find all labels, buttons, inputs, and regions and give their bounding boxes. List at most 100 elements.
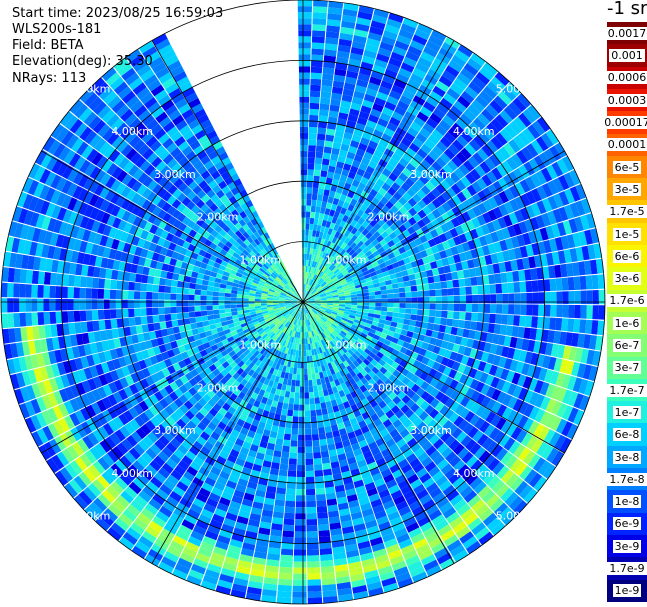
data-cell [246,320,253,326]
data-cell [301,187,307,194]
data-cell [225,316,233,321]
data-cell [92,460,106,475]
data-cell [41,216,51,230]
data-cell [315,322,320,328]
data-cell [50,189,61,205]
data-cell [347,555,361,564]
data-cell [259,472,270,480]
data-cell [444,175,456,187]
data-cell [414,407,425,417]
data-cell [284,512,295,520]
data-cell [58,388,69,403]
data-cell [261,333,268,340]
data-cell [327,303,334,306]
data-cell [305,434,312,441]
data-cell [207,471,219,482]
data-cell [508,293,515,304]
data-cell [209,519,223,529]
data-cell [269,431,278,439]
data-cell [234,521,248,531]
data-cell [272,511,284,519]
data-cell [305,229,309,236]
data-cell [323,351,328,359]
data-cell [224,267,232,274]
data-cell [241,274,248,280]
data-cell [406,330,414,338]
data-cell [289,452,298,459]
data-cell [373,282,380,288]
data-cell [323,323,329,329]
data-cell [135,273,143,283]
data-cell [416,111,429,123]
data-cell [287,470,297,477]
data-cell [412,332,420,340]
data-cell [443,92,457,105]
data-cell [298,410,305,417]
data-cell [304,307,307,314]
data-cell [446,318,453,327]
data-cell [312,18,327,26]
data-cell [211,487,223,497]
data-cell [340,242,347,250]
data-cell [243,349,251,356]
data-cell [432,145,444,157]
data-cell [20,224,30,240]
data-cell [140,308,147,317]
data-cell [501,283,509,294]
data-cell [255,291,262,295]
data-cell [473,481,487,495]
data-cell [305,344,309,351]
data-cell [97,426,109,439]
data-cell [397,390,407,400]
data-cell [230,308,238,312]
data-cell [519,281,527,293]
data-cell [431,423,443,434]
data-cell [61,286,68,299]
data-cell [428,509,442,521]
data-cell [314,397,321,404]
data-cell [261,509,273,518]
data-cell [348,355,356,363]
data-cell [284,372,289,379]
data-cell [348,283,355,288]
data-cell [312,187,319,195]
data-cell [477,361,487,372]
data-cell [498,356,507,368]
data-cell [214,481,226,492]
data-cell [340,520,353,529]
data-cell [299,120,309,127]
data-cell [214,277,222,284]
data-cell [351,251,358,259]
data-cell [394,147,405,158]
data-cell [293,567,307,574]
data-cell [361,558,376,568]
data-cell [367,408,376,417]
data-cell [329,242,335,249]
data-cell [346,265,353,271]
data-cell [309,114,319,122]
data-cell [323,226,330,234]
data-cell [241,337,249,344]
data-cell [358,335,366,342]
data-cell [597,274,605,289]
data-cell [355,414,364,423]
data-cell [202,274,210,281]
data-cell [123,398,134,410]
data-cell [31,298,38,312]
data-cell [264,327,271,334]
data-cell [227,434,237,444]
data-cell [206,290,213,296]
data-cell [353,154,363,163]
data-cell [19,269,27,284]
data-cell [453,311,460,320]
data-cell [541,212,551,227]
data-cell [434,172,445,184]
data-cell [164,384,174,395]
data-cell [248,397,256,406]
data-cell [333,224,340,232]
data-cell [398,196,408,206]
data-cell [1,282,8,298]
data-cell [411,505,425,517]
data-cell [409,365,418,375]
data-cell [490,118,504,132]
